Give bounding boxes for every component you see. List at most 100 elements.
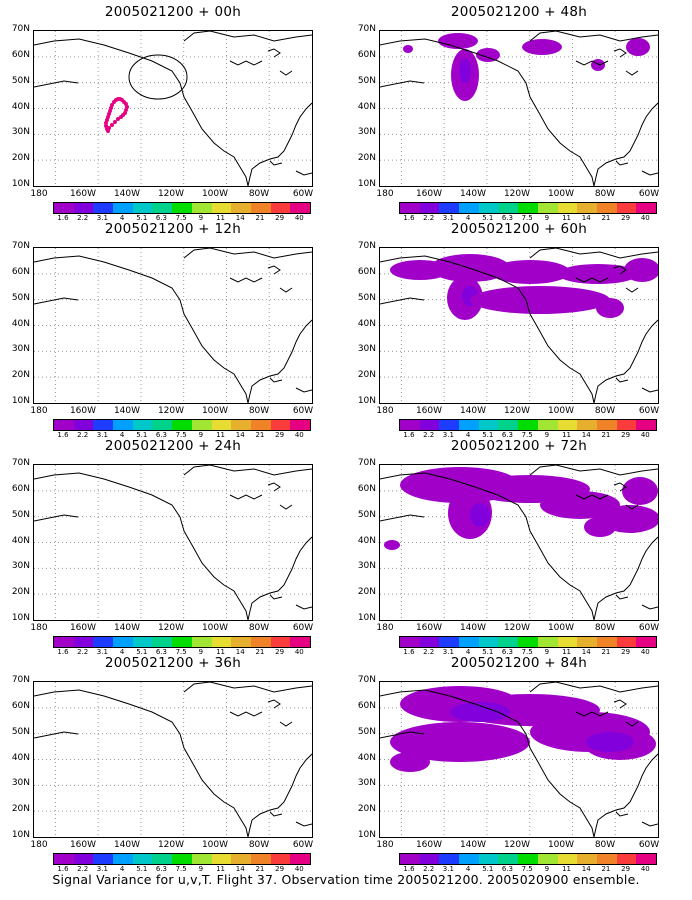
variance-region: [438, 33, 478, 49]
lon-tick-label: 160W: [415, 623, 443, 633]
colorbar-label: 14: [235, 865, 245, 873]
lat-tick-label: 50N: [357, 726, 376, 737]
colorbar-label: 40: [294, 865, 304, 873]
colorbar-label: 5.1: [136, 214, 148, 222]
coastline: [247, 753, 312, 837]
colorbar-label: 3.1: [442, 648, 454, 656]
lon-tick-label: 60W: [292, 840, 314, 850]
variance-region: [540, 491, 620, 519]
variance-region: [450, 702, 510, 722]
colorbar-swatch: [577, 420, 597, 430]
colorbar-swatch: [577, 203, 597, 213]
colorbar-label: 6.3: [501, 865, 514, 873]
colorbar-swatch: [596, 854, 617, 864]
colorbar-swatch: [537, 203, 558, 213]
colorbar-swatch: [290, 854, 310, 864]
colorbar-swatch: [211, 420, 232, 430]
colorbar-label: 1.6: [403, 865, 415, 873]
colorbar-swatch: [270, 420, 291, 430]
colorbar-swatch: [132, 420, 153, 430]
lat-tick-label: 20N: [11, 587, 30, 598]
colorbar-label: 5.1: [482, 865, 494, 873]
colorbar-label: 5.1: [136, 648, 148, 656]
colorbar-label: 1.6: [403, 214, 415, 222]
lon-tick-label: 100W: [547, 406, 575, 416]
colorbar-swatch: [93, 420, 114, 430]
lon-tick-label: 100W: [547, 189, 575, 199]
lat-tick-label: 30N: [11, 127, 30, 138]
lon-tick-label: 80W: [594, 406, 616, 416]
colorbar-label: 4: [465, 214, 471, 222]
coastline: [641, 604, 658, 610]
colorbar-label: 14: [235, 431, 245, 439]
map-frame: [33, 247, 313, 404]
panel-title: 2005021200 + 00h: [104, 4, 242, 20]
colorbar: [399, 202, 657, 214]
lat-tick-label: 10N: [11, 613, 30, 623]
panel-title: 2005021200 + 60h: [450, 221, 588, 237]
lon-tick-label: 100W: [547, 840, 575, 850]
map-frame: [33, 681, 313, 838]
colorbar-swatch: [636, 420, 656, 430]
colorbar-label: 11: [216, 431, 225, 439]
colorbar-label: 5.1: [136, 865, 148, 873]
colorbar-swatch: [459, 854, 479, 864]
colorbar-label: 6.3: [155, 648, 168, 656]
colorbar-label: 6.3: [155, 214, 168, 222]
coastline: [625, 287, 639, 293]
lon-tick-label: 120W: [503, 189, 531, 199]
colorbar-label: 3.1: [96, 214, 108, 222]
lon-tick-label: 60W: [292, 189, 314, 199]
map-frame: [379, 681, 659, 838]
panel-title: 2005021200 + 36h: [104, 655, 242, 671]
colorbar-swatch: [537, 637, 558, 647]
colorbar: [53, 419, 311, 431]
lat-tick-label: 70N: [357, 24, 376, 34]
lon-tick-label: 60W: [638, 840, 660, 850]
colorbar-swatch: [191, 637, 212, 647]
variance-region: [476, 48, 500, 62]
panel-36h: 2005021200 + 36h: [0, 651, 346, 868]
colorbar-label: 11: [216, 648, 225, 656]
colorbar-label: 29: [275, 214, 285, 222]
colorbar-label: 21: [255, 648, 265, 656]
colorbar-swatch: [250, 203, 271, 213]
lon-tick-label: 80W: [248, 840, 270, 850]
colorbar-swatch: [290, 203, 310, 213]
colorbar-label: 11: [562, 431, 571, 439]
colorbar-swatch: [73, 637, 94, 647]
coastline: [641, 170, 658, 176]
lon-tick-label: 120W: [503, 840, 531, 850]
colorbar-swatch: [537, 420, 558, 430]
colorbar-swatch: [152, 637, 173, 647]
colorbar-label: 7.5: [521, 648, 533, 656]
colorbar-swatch: [152, 203, 173, 213]
coastline: [269, 377, 283, 383]
colorbar-label: 9: [198, 648, 204, 656]
colorbar-label: 21: [601, 431, 611, 439]
colorbar-swatch: [250, 637, 271, 647]
variance-region: [403, 45, 413, 53]
coastline: [247, 319, 312, 403]
colorbar-swatch: [231, 420, 251, 430]
coastline: [613, 482, 627, 492]
map-frame: [379, 247, 659, 404]
colorbar-swatch: [577, 854, 597, 864]
lon-tick-label: 80W: [248, 406, 270, 416]
colorbar-swatch: [270, 637, 291, 647]
colorbar-label: 3.1: [96, 431, 108, 439]
colorbar-swatch: [636, 637, 656, 647]
colorbar-label: 21: [255, 431, 265, 439]
colorbar-label: 4: [119, 214, 125, 222]
panel-84h: 2005021200 + 84h: [346, 651, 692, 868]
coastline: [593, 753, 658, 837]
colorbar-label: 11: [216, 865, 225, 873]
panel-60h: 2005021200 + 60h: [346, 217, 692, 434]
map-canvas: [34, 682, 312, 837]
colorbar-label: 3.1: [96, 648, 108, 656]
lon-tick-label: 180: [376, 840, 394, 850]
colorbar-swatch: [596, 203, 617, 213]
coastline: [267, 699, 281, 709]
coastline: [615, 811, 629, 817]
colorbar-label: 21: [255, 865, 265, 873]
